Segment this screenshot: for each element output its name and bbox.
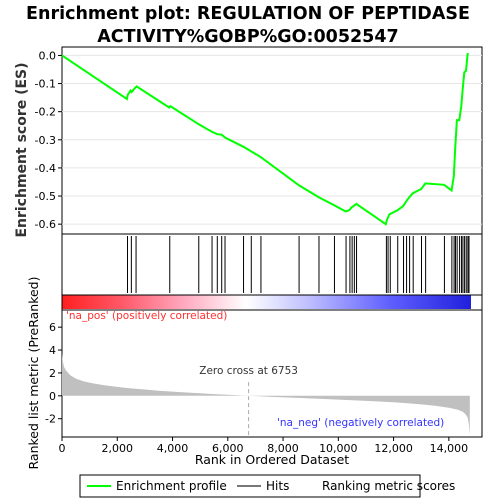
negative-correlation-label: 'na_neg' (negatively correlated) [277,417,444,429]
x-tick-label: 8,000 [267,442,299,455]
metric-y-tick-label: 6 [49,321,56,334]
metric-y-tick-label: 0 [49,390,56,403]
legend: Enrichment profile Hits Ranking metric s… [79,474,455,498]
es-y-axis-label: Enrichment score (ES) [14,62,30,237]
metric-y-tick-label: -2 [45,413,56,426]
chart-title-line-1: Enrichment plot: REGULATION OF PEPTIDASE [26,4,470,24]
hits-panel-frame [61,233,483,296]
legend-metric-label: Ranking metric scores [322,479,455,493]
rank-heatbar [61,294,483,311]
es-y-tick-label: -0.4 [35,162,56,175]
x-tick-label: 2,000 [102,442,134,455]
x-tick-label: 14,000 [430,442,469,455]
x-tick-label: 6,000 [212,442,244,455]
ranking-metric-area [62,353,470,435]
es-y-tick-label: -0.1 [35,78,56,91]
es-y-tick-label: -0.3 [35,134,56,147]
x-tick-label: 10,000 [319,442,358,455]
metric-panel-frame [61,309,483,438]
es-y-tick-label: -0.2 [35,106,56,119]
hit-marks [126,236,470,293]
legend-profile-label: Enrichment profile [116,479,227,493]
es-gridlines [62,54,482,225]
metric-y-axis-label: Ranked list metric (PreRanked) [26,277,41,470]
metric-y-tick-label: 2 [49,367,56,380]
x-axis-ticks: 0 2,000 4,000 6,000 8,000 10,000 12,000 14,000 [59,437,469,455]
es-y-tick-label: -0.6 [35,218,56,231]
x-tick-label: 12,000 [374,442,413,455]
x-tick-label: 0 [59,442,66,455]
legend-hits-label: Hits [266,479,289,493]
enrichment-profile-line [61,53,469,226]
chart-title-line-2: ACTIVITY%GOBP%GO:0052547 [97,27,398,47]
es-y-ticks: 0.0 -0.1 -0.2 -0.3 -0.4 -0.5 -0.6 [35,49,62,231]
x-axis-label: Rank in Ordered Dataset [195,452,349,467]
zero-cross-label: Zero cross at 6753 [199,365,298,377]
metric-y-ticks: 6 4 2 0 -2 [45,321,62,426]
x-tick-label: 4,000 [157,442,189,455]
metric-y-tick-label: 4 [49,344,56,357]
hits-panel [61,233,483,296]
es-y-tick-label: -0.5 [35,190,56,203]
positive-correlation-label: 'na_pos' (positively correlated) [66,310,227,322]
heatbar-gradient [62,295,471,309]
es-panel: 0.0 -0.1 -0.2 -0.3 -0.4 -0.5 -0.6 Enrichment s… [14,46,483,238]
es-y-tick-label: 0.0 [39,49,57,62]
es-panel-frame [61,46,483,235]
